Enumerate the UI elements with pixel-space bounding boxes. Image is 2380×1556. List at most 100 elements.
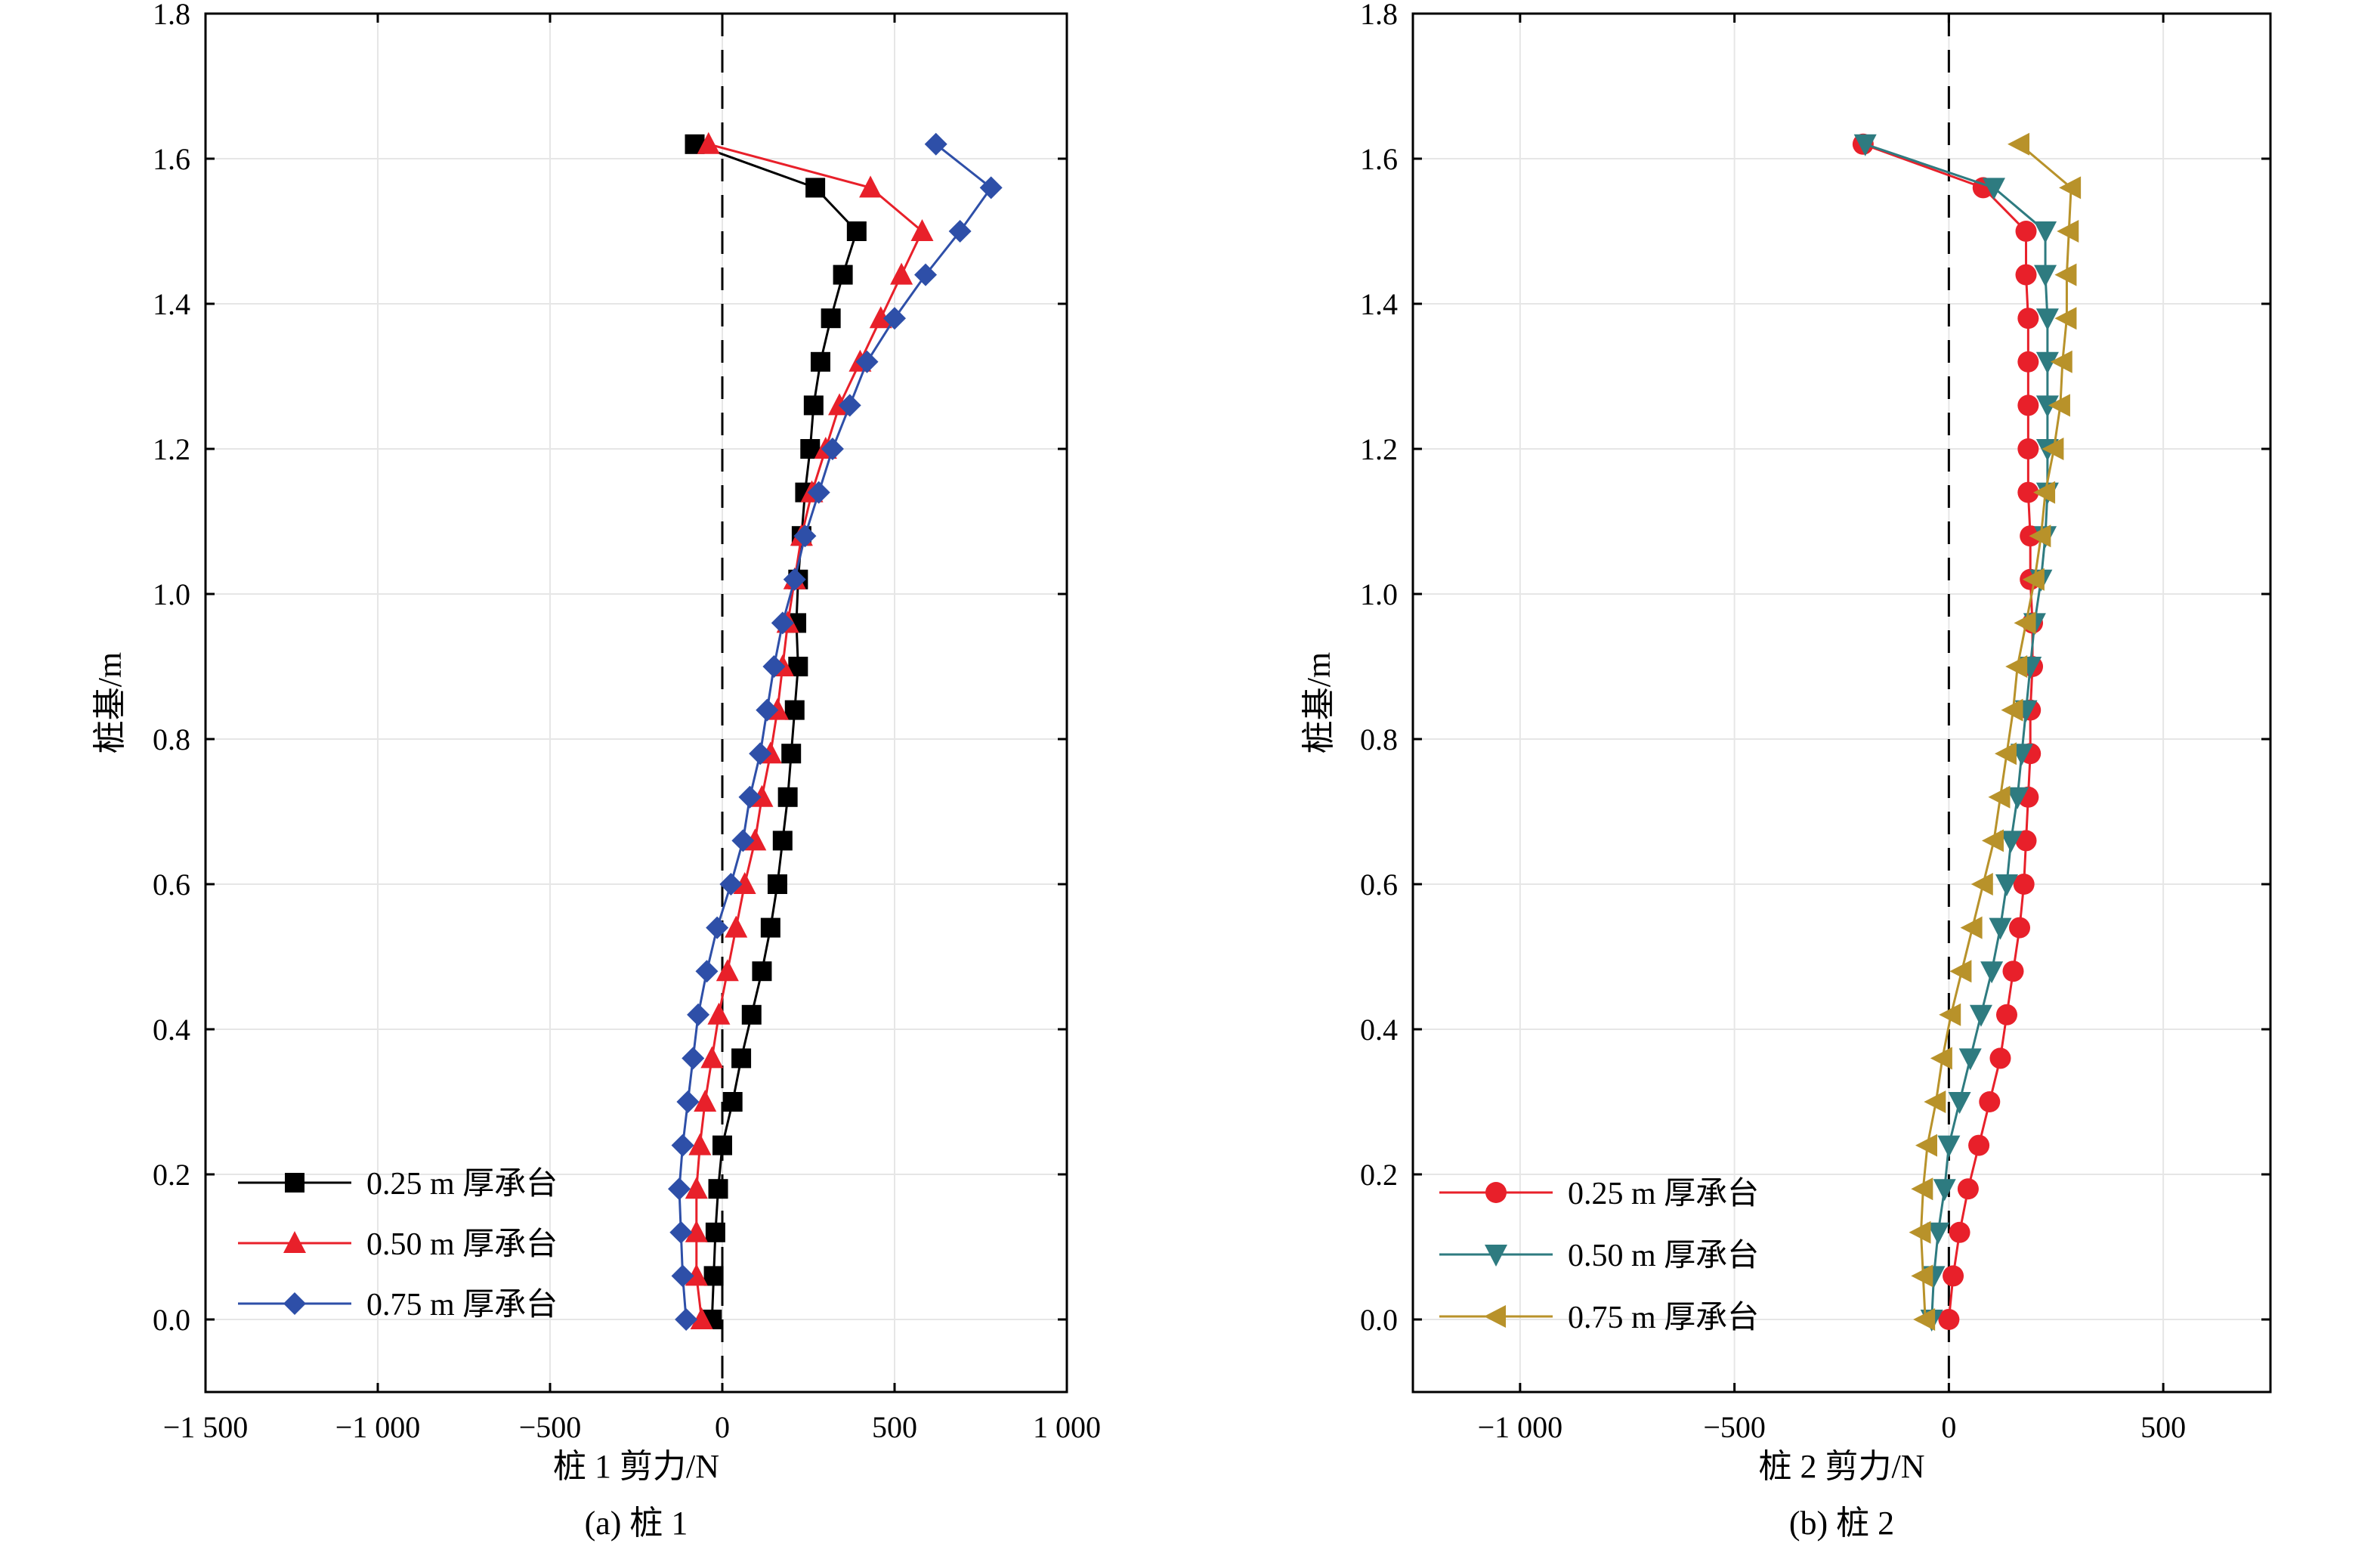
data-point	[2015, 221, 2037, 242]
data-point	[1995, 1004, 2017, 1025]
x-tick-label: 1 000	[1033, 1410, 1101, 1444]
data-point	[2015, 830, 2037, 852]
y-axis-label: 桩基/m	[1300, 652, 1337, 753]
data-point	[859, 175, 882, 198]
data-point	[2014, 611, 2036, 635]
x-tick-label: −1 000	[1478, 1410, 1563, 1444]
data-point	[2035, 308, 2059, 331]
legend-entry: 0.25 m 厚承台	[1439, 1177, 1759, 1211]
data-point	[685, 1177, 708, 1199]
data-point	[2050, 350, 2072, 373]
legend-label: 0.25 m 厚承台	[366, 1167, 558, 1202]
data-point	[793, 524, 817, 548]
data-point	[2015, 264, 2037, 286]
y-tick-label: 1.8	[153, 0, 190, 31]
data-point	[697, 131, 720, 154]
data-point	[2054, 307, 2077, 330]
data-point	[807, 481, 830, 504]
data-point	[777, 787, 798, 807]
data-point	[803, 395, 824, 416]
y-tick-label: 0.4	[153, 1013, 190, 1047]
data-point	[2017, 394, 2039, 416]
data-point	[1937, 1135, 1961, 1158]
data-point	[731, 1048, 752, 1069]
x-tick-label: −500	[1703, 1410, 1766, 1444]
y-tick-label: 0.0	[1360, 1303, 1398, 1337]
data-point	[2054, 263, 2077, 286]
data-point	[705, 1222, 725, 1242]
series-line	[1862, 143, 2034, 1320]
series-line	[694, 143, 858, 1320]
legend-entry: 0.75 m 厚承台	[238, 1288, 558, 1322]
data-point	[733, 872, 756, 894]
panel-caption: (b) 桩 2	[1789, 1505, 1894, 1542]
data-point	[716, 959, 739, 982]
data-point	[1988, 785, 2011, 809]
data-point	[1960, 916, 1983, 939]
data-point	[2042, 438, 2064, 460]
data-point	[2048, 394, 2070, 417]
panel-b: −1 000 −500 0 500 0.0 0.2 0.4 0.6 0.8 1.0 1.2 1.4 1.…	[1300, 0, 2272, 1542]
data-point	[741, 1004, 762, 1025]
y-tick-label: 1.6	[153, 142, 190, 176]
legend-entry: 0.50 m 厚承台	[238, 1227, 558, 1262]
data-point	[676, 1090, 700, 1113]
y-tick-label: 1.4	[153, 287, 190, 321]
data-point	[771, 611, 794, 635]
data-point	[671, 1134, 694, 1157]
data-point	[700, 1046, 724, 1069]
x-tick-label: 500	[872, 1410, 917, 1444]
data-point	[722, 1092, 743, 1112]
data-point	[1969, 1004, 1992, 1027]
data-point	[1982, 178, 2005, 200]
series-line	[1919, 143, 2072, 1320]
data-point	[682, 1047, 705, 1070]
data-point	[1980, 961, 2004, 984]
data-point	[1930, 1047, 1952, 1070]
series-line	[695, 143, 924, 1320]
data-point	[1933, 1179, 1956, 1202]
data-point	[948, 220, 972, 243]
data-point	[687, 1003, 710, 1026]
data-point	[855, 350, 879, 373]
y-axis-label: 桩基/m	[91, 652, 128, 753]
data-point	[2009, 917, 2031, 939]
data-point	[1957, 1178, 1979, 1200]
data-point	[685, 1264, 708, 1286]
y-tick-label: 1.8	[1360, 0, 1398, 31]
data-point	[1949, 1221, 1970, 1243]
data-point	[706, 916, 729, 939]
data-point	[2022, 568, 2045, 591]
data-point	[707, 1002, 731, 1025]
series-3	[668, 132, 1003, 1331]
data-point	[1911, 1177, 1933, 1201]
data-point	[756, 698, 779, 722]
y-tick-label: 0.6	[153, 868, 190, 902]
y-tick-label: 0.6	[1360, 868, 1398, 902]
legend-label: 0.75 m 厚承台	[366, 1288, 558, 1322]
series-line	[1865, 143, 2049, 1320]
data-point	[1948, 1092, 1971, 1114]
data-point	[1989, 917, 2012, 940]
data-point	[2034, 264, 2057, 287]
y-tick-label: 0.8	[153, 722, 190, 756]
data-point	[1938, 1309, 1960, 1330]
data-point	[1999, 831, 2023, 853]
data-point	[731, 829, 755, 852]
data-point	[719, 873, 743, 896]
data-point	[712, 1135, 732, 1155]
data-point	[1911, 1264, 1933, 1288]
data-point	[738, 785, 762, 809]
data-point	[914, 263, 938, 286]
data-point	[685, 1220, 708, 1242]
data-point	[695, 960, 719, 983]
y-tick-label: 1.6	[1360, 142, 1398, 176]
data-point	[2008, 132, 2030, 156]
series-1	[1852, 133, 2044, 1330]
data-point	[1915, 1134, 1937, 1157]
y-tick-label: 1.0	[153, 577, 190, 611]
data-point	[910, 219, 934, 241]
data-point	[1927, 1222, 1950, 1245]
data-point	[1853, 134, 1877, 156]
